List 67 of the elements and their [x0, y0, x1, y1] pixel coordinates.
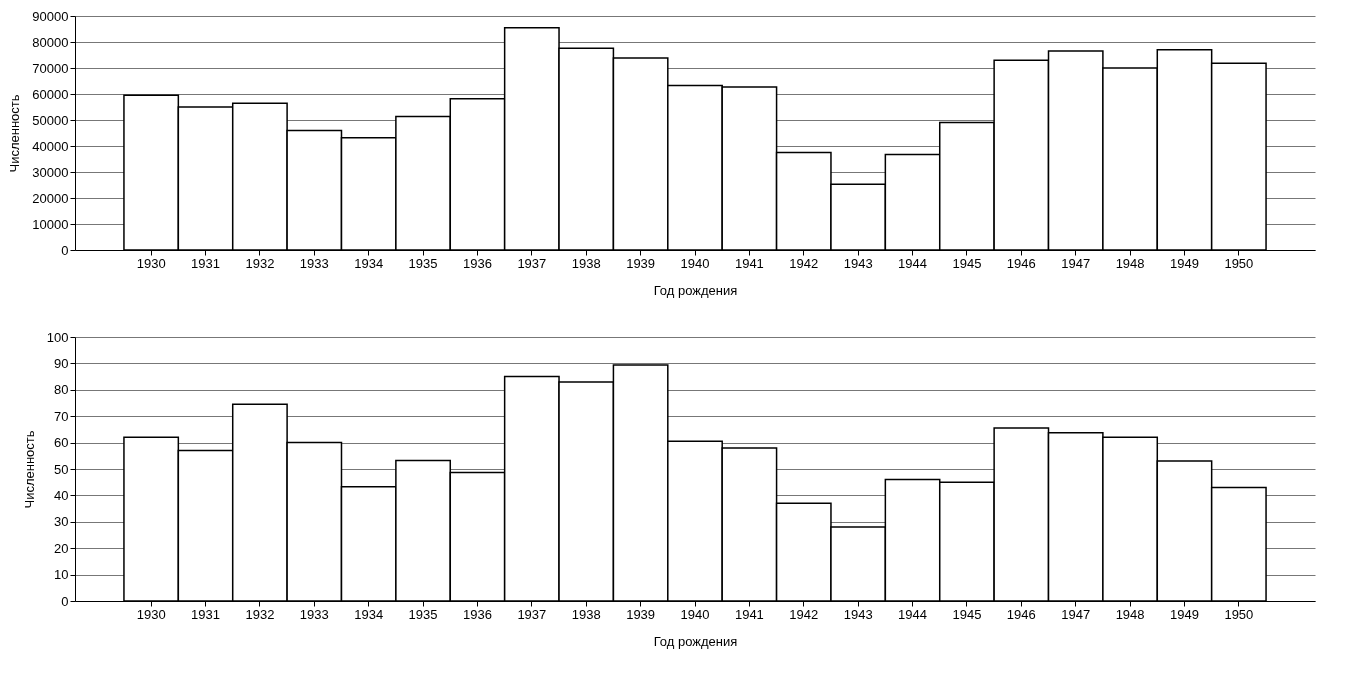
x-tick-label: 1940 [680, 255, 710, 271]
y-tick-label: 10 [54, 567, 69, 583]
y-tick-label: 60000 [32, 86, 69, 102]
x-tick-label: 1938 [571, 255, 601, 271]
y-axis-title: Численность [21, 430, 37, 509]
x-tick-label: 1948 [1115, 606, 1145, 622]
x-tick-label: 1932 [245, 606, 275, 622]
y-tick-label: 20 [54, 540, 69, 556]
y-tick-label: 80000 [32, 34, 69, 50]
x-tick-label: 1941 [734, 255, 764, 271]
x-tick-label: 1950 [1224, 255, 1254, 271]
x-tick-label: 1941 [734, 606, 764, 622]
y-tick-label: 60 [54, 435, 69, 451]
x-tick-label: 1947 [1061, 255, 1091, 271]
x-tick-label: 1939 [626, 606, 656, 622]
x-tick-label: 1933 [299, 606, 329, 622]
x-tick-label: 1947 [1061, 606, 1091, 622]
x-tick-label: 1930 [136, 255, 166, 271]
y-tick-label: 40000 [32, 138, 69, 154]
y-tick-label: 0 [61, 593, 69, 609]
x-tick-label: 1934 [354, 255, 384, 271]
x-tick-label: 1948 [1115, 255, 1145, 271]
x-tick-label: 1933 [299, 255, 329, 271]
x-tick-label: 1938 [571, 606, 601, 622]
y-tick-label: 80 [54, 382, 69, 398]
x-tick-label: 1935 [408, 255, 438, 271]
x-tick-label: 1950 [1224, 606, 1254, 622]
x-tick-label: 1937 [517, 255, 547, 271]
y-tick-label: 0 [61, 242, 69, 258]
x-tick-label: 1949 [1170, 606, 1199, 622]
x-axis-title: Год рождения [653, 633, 738, 649]
y-tick-label: 90000 [32, 8, 69, 24]
x-tick-label: 1942 [789, 255, 819, 271]
x-tick-label: 1934 [354, 606, 384, 622]
x-axis-title: Год рождения [653, 282, 738, 298]
y-tick-label: 70 [54, 408, 69, 424]
x-tick-label: 1946 [1006, 606, 1036, 622]
x-tick-label: 1930 [136, 606, 166, 622]
y-tick-label: 70000 [32, 60, 69, 76]
x-tick-label: 1945 [952, 255, 982, 271]
y-axis-title: Численность [7, 94, 23, 173]
x-tick-label: 1944 [898, 606, 927, 622]
x-tick-label: 1936 [463, 255, 492, 271]
y-tick-label: 30000 [32, 164, 69, 180]
x-tick-label: 1939 [626, 255, 656, 271]
y-tick-label: 40 [54, 487, 69, 503]
y-tick-label: 90 [54, 355, 69, 371]
y-tick-label: 10000 [32, 216, 69, 232]
x-tick-label: 1931 [191, 606, 220, 622]
x-tick-label: 1949 [1170, 255, 1199, 271]
y-tick-label: 50 [54, 461, 69, 477]
y-tick-label: 20000 [32, 190, 69, 206]
x-tick-label: 1931 [191, 255, 220, 271]
y-tick-label: 50000 [32, 112, 69, 128]
x-tick-label: 1940 [680, 606, 710, 622]
y-tick-label: 30 [54, 514, 69, 530]
x-tick-label: 1943 [843, 255, 873, 271]
x-tick-label: 1943 [843, 606, 873, 622]
x-tick-label: 1945 [952, 606, 982, 622]
y-tick-label: 100 [46, 329, 69, 345]
x-tick-label: 1936 [463, 606, 492, 622]
x-tick-label: 1944 [898, 255, 927, 271]
x-tick-label: 1946 [1006, 255, 1036, 271]
x-tick-label: 1942 [789, 606, 819, 622]
x-tick-label: 1937 [517, 606, 547, 622]
x-tick-label: 1932 [245, 255, 275, 271]
x-tick-label: 1935 [408, 606, 438, 622]
